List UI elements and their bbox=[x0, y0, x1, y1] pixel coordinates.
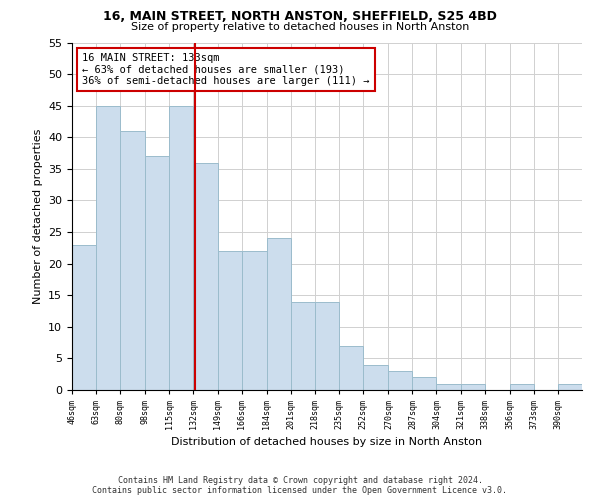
Bar bbox=[291, 302, 315, 390]
Bar bbox=[267, 238, 291, 390]
Bar bbox=[388, 371, 412, 390]
Text: 16 MAIN STREET: 133sqm
← 63% of detached houses are smaller (193)
36% of semi-de: 16 MAIN STREET: 133sqm ← 63% of detached… bbox=[82, 53, 370, 86]
Bar bbox=[461, 384, 485, 390]
Text: Contains HM Land Registry data © Crown copyright and database right 2024.
Contai: Contains HM Land Registry data © Crown c… bbox=[92, 476, 508, 495]
Bar bbox=[436, 384, 461, 390]
Bar bbox=[145, 156, 169, 390]
Bar bbox=[558, 384, 582, 390]
Bar bbox=[169, 106, 193, 390]
Bar bbox=[218, 251, 242, 390]
Bar bbox=[363, 364, 388, 390]
Bar bbox=[120, 131, 145, 390]
Bar bbox=[339, 346, 363, 390]
Bar bbox=[193, 162, 218, 390]
Text: 16, MAIN STREET, NORTH ANSTON, SHEFFIELD, S25 4BD: 16, MAIN STREET, NORTH ANSTON, SHEFFIELD… bbox=[103, 10, 497, 23]
Bar bbox=[96, 106, 120, 390]
Bar bbox=[315, 302, 339, 390]
Bar bbox=[72, 244, 96, 390]
Bar bbox=[510, 384, 534, 390]
Bar bbox=[242, 251, 267, 390]
Y-axis label: Number of detached properties: Number of detached properties bbox=[32, 128, 43, 304]
Bar bbox=[412, 378, 436, 390]
X-axis label: Distribution of detached houses by size in North Anston: Distribution of detached houses by size … bbox=[172, 438, 482, 448]
Text: Size of property relative to detached houses in North Anston: Size of property relative to detached ho… bbox=[131, 22, 469, 32]
